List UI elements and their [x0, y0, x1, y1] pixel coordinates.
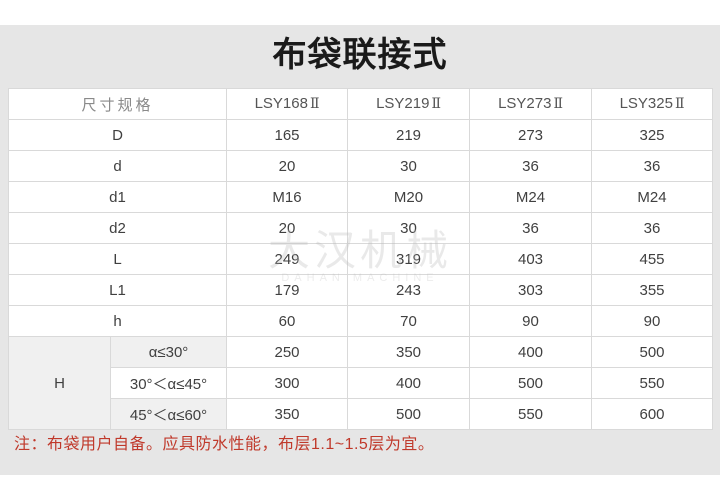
- row-param-d1: d1: [7, 181, 228, 213]
- cell-d2-2: 30: [347, 212, 471, 244]
- cell-H1-1: 250: [226, 336, 349, 368]
- cell-L-4: 455: [591, 243, 714, 275]
- cell-d2-1: 20: [226, 212, 349, 244]
- header-model-2: LSY219 Ⅱ: [347, 88, 471, 120]
- cell-L-3: 403: [469, 243, 593, 275]
- cell-d1-1: M16: [226, 181, 349, 213]
- cell-d2-4: 36: [591, 212, 714, 244]
- cell-d-1: 20: [226, 150, 349, 182]
- cell-d2-3: 36: [469, 212, 593, 244]
- cell-L1-4: 355: [591, 274, 714, 306]
- cell-H1-3: 400: [469, 336, 593, 368]
- row-param-d2: d2: [7, 212, 228, 244]
- cell-H2-3: 500: [469, 367, 593, 399]
- table-row: d 20 30 36 36: [7, 150, 714, 182]
- cell-d1-3: M24: [469, 181, 593, 213]
- cell-h-1: 60: [226, 305, 349, 337]
- cell-D-1: 165: [226, 119, 349, 151]
- specification-table-wrapper: 尺寸规格 LSY168 Ⅱ LSY219 Ⅱ LSY273 Ⅱ LSY325 Ⅱ D 1…: [7, 88, 714, 430]
- cell-L-2: 319: [347, 243, 471, 275]
- cell-d1-2: M20: [347, 181, 471, 213]
- header-model-3: LSY273 Ⅱ: [469, 88, 593, 120]
- table-row: 30°＜α≤45° 300 400 500 550: [9, 367, 714, 399]
- table-row: d1 M16 M20 M24 M24: [7, 181, 714, 213]
- cell-H1-4: 500: [591, 336, 714, 368]
- table-head: 尺寸规格 LSY168 Ⅱ LSY219 Ⅱ LSY273 Ⅱ LSY325 Ⅱ: [7, 88, 714, 120]
- row-param-h: h: [7, 305, 228, 337]
- table-body: D 165 219 273 325 d 20 30 36 36 d1 M16 M…: [7, 119, 714, 430]
- header-model-1: LSY168 Ⅱ: [226, 88, 349, 120]
- cell-d1-4: M24: [591, 181, 714, 213]
- cell-d-3: 36: [469, 150, 593, 182]
- header-model-4-numeral: Ⅱ: [674, 97, 685, 112]
- row-param-D: D: [7, 119, 228, 151]
- header-model-1-numeral: Ⅱ: [309, 97, 320, 112]
- specification-table: 尺寸规格 LSY168 Ⅱ LSY219 Ⅱ LSY273 Ⅱ LSY325 Ⅱ D 1…: [7, 88, 714, 430]
- header-model-3-numeral: Ⅱ: [553, 97, 563, 112]
- header-model-2-numeral: Ⅱ: [431, 97, 441, 112]
- cell-H3-2: 500: [347, 398, 471, 430]
- table-header-row: 尺寸规格 LSY168 Ⅱ LSY219 Ⅱ LSY273 Ⅱ LSY325 Ⅱ: [7, 88, 714, 120]
- cell-H-condition-3: 45°＜α≤60°: [109, 398, 228, 430]
- cell-H2-4: 550: [591, 367, 714, 399]
- cell-H3-1: 350: [226, 398, 349, 430]
- cell-H2-2: 400: [347, 367, 471, 399]
- cell-H1-2: 350: [347, 336, 471, 368]
- row-param-H: H: [8, 336, 111, 430]
- cell-L1-2: 243: [347, 274, 471, 306]
- row-param-d: d: [7, 150, 228, 182]
- cell-D-2: 219: [347, 119, 471, 151]
- cell-H-condition-2: 30°＜α≤45°: [109, 367, 228, 399]
- cell-d-2: 30: [347, 150, 471, 182]
- cell-h-2: 70: [347, 305, 471, 337]
- table-row: H α≤30° 250 350 400 500: [8, 336, 714, 430]
- cell-d-4: 36: [591, 150, 714, 182]
- header-model-3-name: LSY273: [498, 95, 552, 112]
- header-model-4-name: LSY325: [619, 95, 673, 112]
- cell-H3-3: 550: [469, 398, 593, 430]
- row-param-L: L: [7, 243, 228, 275]
- cell-L1-1: 179: [226, 274, 349, 306]
- table-row: D 165 219 273 325: [7, 119, 714, 151]
- table-row: L 249 319 403 455: [7, 243, 714, 275]
- cell-h-4: 90: [591, 305, 714, 337]
- footer-note: 注：布袋用户自备。应具防水性能，布层1.1~1.5层为宜。: [14, 436, 435, 453]
- cell-H2-1: 300: [226, 367, 349, 399]
- cell-D-3: 273: [469, 119, 593, 151]
- cell-L1-3: 303: [469, 274, 593, 306]
- table-row: d2 20 30 36 36: [7, 212, 714, 244]
- table-row: 45°＜α≤60° 350 500 550 600: [9, 398, 714, 430]
- cell-H3-4: 600: [591, 398, 714, 430]
- table-row: L1 179 243 303 355: [7, 274, 714, 306]
- cell-H-condition-1: α≤30°: [109, 336, 228, 368]
- page-title: 布袋联接式: [272, 36, 448, 74]
- cell-h-3: 90: [469, 305, 593, 337]
- header-model-1-name: LSY168: [254, 95, 308, 112]
- table-row: h 60 70 90 90: [7, 305, 714, 337]
- header-model-4: LSY325 Ⅱ: [591, 88, 714, 120]
- header-model-2-name: LSY219: [376, 95, 430, 112]
- header-spec-label: 尺寸规格: [7, 88, 228, 120]
- cell-L-1: 249: [226, 243, 349, 275]
- cell-D-4: 325: [591, 119, 714, 151]
- row-param-L1: L1: [7, 274, 228, 306]
